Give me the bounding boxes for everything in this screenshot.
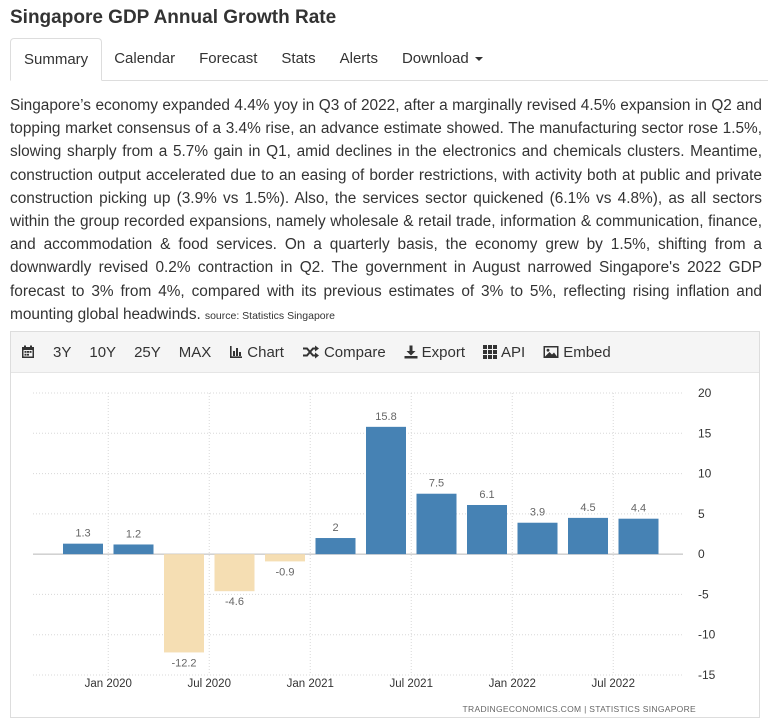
value-label: -4.6 bbox=[225, 596, 244, 608]
x-tick-label: Jan 2021 bbox=[287, 678, 334, 690]
value-label: 1.3 bbox=[75, 528, 90, 540]
range-3y-button[interactable]: 3Y bbox=[53, 343, 72, 361]
value-label: 7.5 bbox=[429, 478, 444, 490]
api-button-label: API bbox=[501, 343, 526, 361]
value-label: 15.8 bbox=[375, 411, 396, 423]
range-25y-button[interactable]: 25Y bbox=[134, 343, 161, 361]
chart-toolbar: 3Y 10Y 25Y MAX Chart Compare Export API … bbox=[11, 332, 759, 373]
x-tick-label: Jan 2022 bbox=[489, 678, 536, 690]
bar-q2-2022[interactable] bbox=[568, 517, 608, 555]
bar-q1-2021[interactable] bbox=[315, 538, 356, 555]
bar-chart-icon bbox=[230, 346, 243, 358]
bar-q2-2020[interactable] bbox=[164, 554, 204, 653]
y-tick-label: -10 bbox=[698, 628, 716, 642]
api-button[interactable]: API bbox=[483, 344, 525, 361]
tab-stats[interactable]: Stats bbox=[281, 50, 316, 67]
tab-calendar[interactable]: Calendar bbox=[114, 50, 176, 67]
x-tick-label: Jul 2021 bbox=[390, 678, 433, 690]
y-tick-label: -15 bbox=[698, 668, 716, 682]
chart-panel: 3Y 10Y 25Y MAX Chart Compare Export API … bbox=[10, 331, 760, 718]
bar-q3-2022[interactable] bbox=[618, 518, 659, 555]
value-label: 3.9 bbox=[530, 507, 545, 519]
bar-q3-2021[interactable] bbox=[416, 493, 457, 555]
description: Singapore’s economy expanded 4.4% yoy in… bbox=[10, 94, 762, 328]
page-title: Singapore GDP Annual Growth Rate bbox=[10, 7, 337, 28]
compare-button[interactable]: Compare bbox=[302, 344, 386, 361]
chart-button-label: Chart bbox=[247, 343, 284, 361]
x-tick-label: Jul 2020 bbox=[188, 678, 231, 690]
tab-bar: Summary Calendar Forecast Stats Alerts D… bbox=[10, 38, 768, 81]
tab-download-label: Download bbox=[401, 50, 469, 67]
description-text: Singapore’s economy expanded 4.4% yoy in… bbox=[10, 97, 762, 323]
bar-q3-2020[interactable] bbox=[214, 554, 255, 592]
embed-button-label: Embed bbox=[563, 343, 611, 361]
range-10y-button[interactable]: 10Y bbox=[89, 343, 117, 361]
bar-q4-2019[interactable] bbox=[63, 543, 103, 555]
value-label: 4.4 bbox=[631, 503, 646, 515]
export-button-label: Export bbox=[421, 343, 466, 361]
x-tick-label: Jul 2022 bbox=[592, 678, 635, 690]
value-label: 4.5 bbox=[580, 502, 595, 514]
y-tick-label: -5 bbox=[698, 587, 709, 601]
chart-button[interactable]: Chart bbox=[229, 344, 284, 361]
y-tick-label: 0 bbox=[698, 547, 705, 561]
embed-button[interactable]: Embed bbox=[543, 344, 611, 361]
compare-button-label: Compare bbox=[323, 343, 386, 361]
bars bbox=[63, 426, 659, 653]
bar-q1-2020[interactable] bbox=[113, 544, 154, 555]
chart-credits: TRADINGECONOMICS.COM | STATISTICS SINGAP… bbox=[463, 704, 696, 714]
y-tick-label: 15 bbox=[698, 426, 712, 440]
value-label: -12.2 bbox=[171, 657, 196, 669]
image-icon bbox=[543, 346, 559, 358]
tab-download[interactable]: Download bbox=[390, 38, 495, 80]
grid-icon bbox=[483, 345, 498, 359]
axis-labels: 20 15 10 5 0 -5 -10 -15 Jan 2020 Jul 2020 Jan 2021… bbox=[85, 386, 716, 690]
shuffle-icon bbox=[302, 345, 319, 359]
range-max-button[interactable]: MAX bbox=[178, 343, 212, 361]
bar-q2-2021[interactable] bbox=[366, 426, 406, 555]
y-tick-label: 5 bbox=[698, 507, 705, 521]
bar-q4-2020[interactable] bbox=[265, 554, 305, 562]
value-label: 6.1 bbox=[479, 489, 494, 501]
y-tick-label: 20 bbox=[698, 386, 712, 400]
caret-down-icon bbox=[474, 57, 483, 62]
x-tick-label: Jan 2020 bbox=[85, 678, 132, 690]
download-icon bbox=[404, 345, 418, 359]
bar-q4-2021[interactable] bbox=[467, 504, 507, 555]
source-note: source: Statistics Singapore bbox=[204, 309, 335, 322]
export-button[interactable]: Export bbox=[404, 344, 465, 361]
value-label: 1.2 bbox=[126, 528, 141, 540]
tab-forecast[interactable]: Forecast bbox=[199, 50, 258, 67]
tab-summary[interactable]: Summary bbox=[10, 38, 103, 81]
bar-q1-2022[interactable] bbox=[517, 522, 558, 555]
data-labels: 1.3 1.2 -12.2 -4.6 -0.9 2 15.8 7.5 6.1 3.9 4.5 4.4 bbox=[75, 411, 646, 670]
calendar-icon[interactable] bbox=[21, 345, 39, 359]
tab-alerts[interactable]: Alerts bbox=[339, 50, 378, 67]
value-label: 2 bbox=[332, 522, 338, 534]
y-tick-label: 10 bbox=[698, 467, 712, 481]
value-label: -0.9 bbox=[276, 566, 295, 578]
